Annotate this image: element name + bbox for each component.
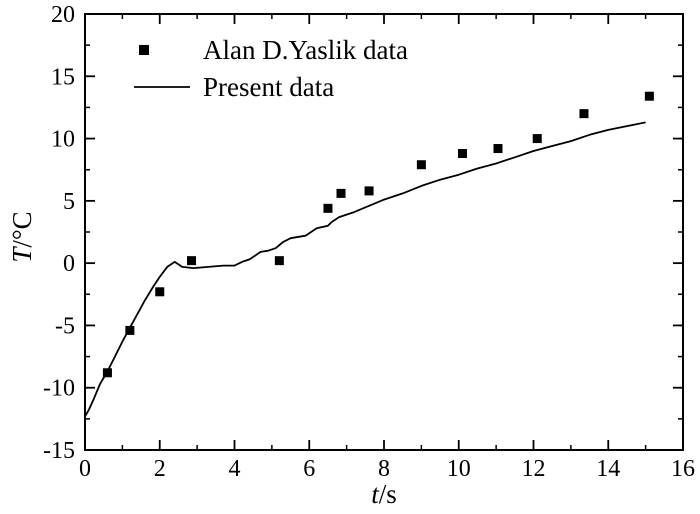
x-tick-label: 6 [303, 456, 315, 482]
x-tick-label: 10 [447, 456, 471, 482]
yaslik-data-point [579, 109, 589, 119]
yaslik-data-point [102, 368, 112, 378]
y-tick-label: -15 [43, 438, 75, 464]
yaslik-data-point [155, 287, 165, 297]
y-axis-label: T/°C [7, 211, 37, 262]
yaslik-data-point [125, 325, 135, 335]
y-tick-label: -10 [43, 376, 75, 402]
y-tick-label: -5 [55, 313, 75, 339]
yaslik-data-point [323, 203, 333, 213]
x-axis-label: t/s [371, 479, 397, 509]
y-tick-label: 15 [51, 64, 75, 90]
legend-marker-yaslik [139, 45, 149, 55]
present-data-line [84, 121, 646, 417]
y-tick-label: 0 [63, 251, 75, 277]
x-axis-ticks: 0 2 4 6 8 10 12 14 16 [79, 14, 695, 482]
yaslik-data-point [187, 256, 197, 266]
x-tick-label: 0 [79, 456, 91, 482]
x-tick-label: 2 [154, 456, 166, 482]
yaslik-data-point [644, 91, 654, 101]
y-tick-label: 20 [51, 2, 75, 28]
y-tick-label: 5 [63, 189, 75, 215]
yaslik-data-point [364, 186, 374, 196]
minor-ticks [85, 14, 683, 450]
yaslik-data-point [532, 134, 542, 144]
x-tick-label: 14 [596, 456, 620, 482]
yaslik-data-point [457, 149, 467, 159]
yaslik-data-point [416, 160, 426, 170]
y-axis-ticks: -15 -10 -5 0 5 10 15 20 [43, 2, 683, 464]
legend-label-yaslik: Alan D.Yaslik data [203, 35, 408, 65]
legend-label-present: Present data [203, 72, 334, 102]
x-tick-label: 4 [229, 456, 241, 482]
plot-frame [84, 13, 684, 451]
x-tick-label: 12 [522, 456, 546, 482]
present-data-series [84, 121, 646, 417]
yaslik-data-point [336, 188, 346, 198]
legend: Alan D.Yaslik data Present data [134, 35, 408, 102]
plot-border [84, 13, 684, 451]
yaslik-data-point [493, 144, 503, 154]
y-tick-label: 10 [51, 127, 75, 153]
yaslik-data-point [274, 256, 284, 266]
yaslik-data-series [102, 91, 654, 378]
x-tick-label: 8 [378, 456, 390, 482]
x-tick-label: 16 [671, 456, 695, 482]
